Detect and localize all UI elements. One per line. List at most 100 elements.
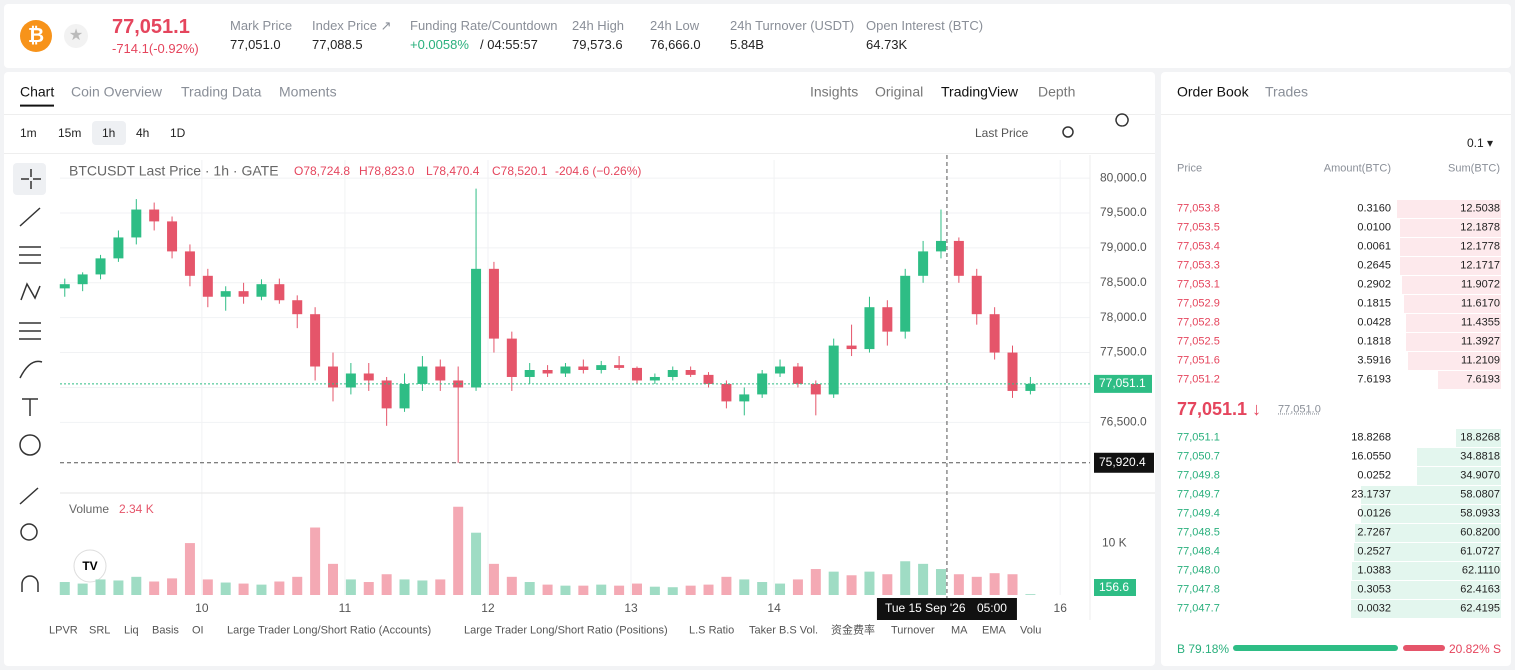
indicator-tab[interactable]: EMA bbox=[982, 624, 1006, 637]
book-cell: 61.0727 bbox=[1460, 545, 1500, 558]
volume-bar bbox=[381, 574, 392, 595]
book-column: Amount(BTC) bbox=[1323, 162, 1391, 175]
stat-value: 64.73K bbox=[866, 37, 908, 53]
indicator-tab[interactable]: Turnover bbox=[891, 624, 935, 637]
interval-tab[interactable]: 4h bbox=[136, 125, 150, 140]
candle-body bbox=[614, 365, 625, 368]
book-precision-tab[interactable]: 0.1 ▾ bbox=[1467, 135, 1494, 150]
tool-icon[interactable] bbox=[19, 360, 43, 379]
volume-bar bbox=[864, 571, 875, 595]
volume-bar bbox=[649, 586, 660, 595]
candle-body bbox=[149, 209, 160, 222]
volume-bar bbox=[220, 582, 231, 595]
chart-tab[interactable]: Coin Overview bbox=[71, 83, 163, 100]
search-icon[interactable] bbox=[1062, 126, 1074, 138]
candle-body bbox=[685, 370, 696, 375]
tool-icon[interactable] bbox=[19, 322, 41, 340]
chart-tab[interactable]: Chart bbox=[20, 84, 55, 107]
volume-current: 2.34 K bbox=[119, 502, 154, 516]
book-tab[interactable]: Order Book bbox=[1177, 83, 1249, 100]
interval-tab[interactable]: 1m bbox=[20, 125, 37, 140]
volume-bar bbox=[292, 576, 303, 595]
candle-body bbox=[953, 240, 964, 276]
book-cell: 0.0032 bbox=[1357, 602, 1391, 615]
chart-tab[interactable]: Moments bbox=[279, 83, 337, 100]
candle-body bbox=[560, 366, 571, 374]
book-cell: 77,051.1 bbox=[1177, 431, 1220, 444]
depth-bar bbox=[1354, 543, 1501, 561]
volume-bar bbox=[417, 580, 428, 595]
stat-value: 77,051.0 bbox=[230, 37, 281, 53]
view-tab[interactable]: Depth bbox=[1038, 83, 1076, 100]
interval-tab[interactable]: 15m bbox=[58, 125, 82, 140]
crosshair-time: Tue 15 Sep '26 bbox=[885, 601, 966, 615]
stat-label: Open Interest (BTC) bbox=[866, 18, 984, 34]
indicator-tab[interactable]: Basis bbox=[152, 624, 179, 637]
indicator-tab[interactable]: OI bbox=[192, 624, 204, 637]
stat-value: +0.0058% bbox=[410, 37, 469, 53]
indicator-tab[interactable]: Volu bbox=[1020, 624, 1042, 637]
book-cell: 2.7267 bbox=[1357, 526, 1391, 539]
candle-body bbox=[488, 268, 499, 339]
indicator-tab[interactable]: 资金费率 bbox=[831, 624, 875, 637]
book-cell: 0.2527 bbox=[1357, 545, 1391, 558]
tool-icon[interactable] bbox=[19, 246, 41, 264]
volume-bar bbox=[721, 576, 732, 595]
volume-bar bbox=[703, 584, 714, 595]
tool-icon[interactable] bbox=[19, 487, 39, 505]
indicator-tab[interactable]: SRL bbox=[89, 624, 111, 637]
candle-body bbox=[596, 365, 607, 370]
last-price-tag bbox=[1094, 374, 1152, 393]
tool-icon[interactable] bbox=[19, 207, 41, 227]
indicator-tab[interactable]: MA bbox=[951, 624, 968, 637]
candle-body bbox=[345, 373, 356, 388]
indicator-tab[interactable]: Large Trader Long/Short Ratio (Accounts) bbox=[227, 624, 432, 637]
volume-bar bbox=[739, 579, 750, 595]
stat-label: 24h High bbox=[572, 18, 625, 34]
book-cell: 0.2645 bbox=[1357, 259, 1391, 272]
tool-icon[interactable] bbox=[21, 169, 41, 189]
view-tab[interactable]: Original bbox=[875, 83, 924, 100]
interval-tab[interactable]: 1h bbox=[102, 125, 116, 140]
book-cell: 12.1717 bbox=[1460, 259, 1500, 272]
book-tab[interactable]: Trades bbox=[1265, 83, 1309, 100]
tool-icon[interactable] bbox=[20, 523, 38, 541]
depth-bar bbox=[1351, 581, 1501, 599]
indicator-tab[interactable]: Large Trader Long/Short Ratio (Positions… bbox=[464, 624, 668, 637]
chart-tab[interactable]: Trading Data bbox=[181, 83, 262, 100]
candle-body bbox=[453, 380, 464, 388]
price-type-select[interactable]: Last Price bbox=[975, 125, 1029, 140]
volume-bar bbox=[310, 527, 321, 595]
book-cell: 0.0252 bbox=[1357, 469, 1391, 482]
book-cell: 1.0383 bbox=[1357, 564, 1391, 577]
indicator-tab[interactable]: L.S Ratio bbox=[689, 624, 735, 637]
favorite-star[interactable]: ★ bbox=[64, 24, 88, 48]
settings-icon[interactable] bbox=[1115, 113, 1129, 127]
volume-bar bbox=[757, 582, 768, 595]
volume-bar bbox=[345, 579, 356, 595]
candle-body bbox=[113, 237, 124, 259]
candle-body bbox=[810, 383, 821, 395]
tool-icon[interactable] bbox=[20, 282, 41, 301]
volume-bar bbox=[274, 581, 285, 595]
indicator-tab[interactable]: LPVR bbox=[49, 624, 78, 637]
book-cell: 0.0126 bbox=[1357, 507, 1391, 520]
view-tab[interactable]: Insights bbox=[810, 83, 859, 100]
candle-body bbox=[667, 370, 678, 377]
tool-icon[interactable] bbox=[22, 398, 38, 416]
interval-tab[interactable]: 1D bbox=[170, 125, 186, 140]
ohlc-value: O78,724.8 bbox=[294, 163, 351, 178]
ohlc-value: C78,520.1 bbox=[492, 163, 548, 178]
tool-icon[interactable] bbox=[21, 575, 39, 592]
volume-bar bbox=[792, 579, 803, 595]
stat-value: 76,666.0 bbox=[650, 37, 701, 53]
indicator-tab[interactable]: Liq bbox=[124, 624, 139, 637]
tool-icon[interactable] bbox=[19, 434, 41, 456]
ohlc-value: H78,823.0 bbox=[359, 163, 415, 178]
view-tab[interactable]: TradingView bbox=[941, 83, 1019, 100]
volume-bar bbox=[596, 584, 607, 595]
buy-ratio: B 79.18% bbox=[1177, 641, 1230, 656]
y-tick-label: 80,000.0 bbox=[1100, 170, 1147, 184]
indicator-tab[interactable]: Taker B.S Vol. bbox=[749, 624, 819, 637]
volume-title: Volume bbox=[69, 502, 109, 516]
